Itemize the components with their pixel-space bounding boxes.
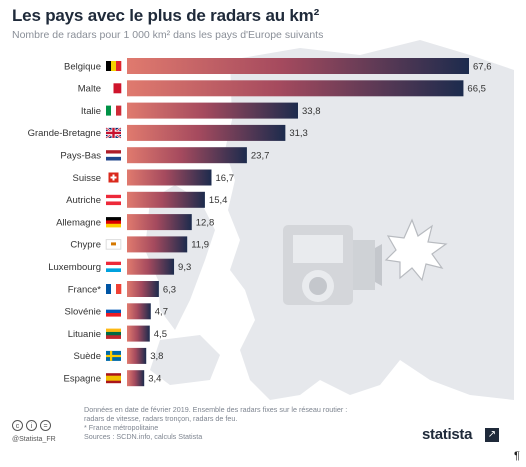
bar-12	[127, 325, 150, 342]
bar-6	[127, 191, 205, 208]
pilcrow-mark: ¶	[514, 450, 520, 462]
cc-icon: c	[12, 420, 23, 431]
category-label: Chypre	[70, 240, 101, 251]
bar-5	[127, 169, 212, 186]
value-label: 11,9	[191, 240, 209, 251]
category-label: Belgique	[64, 61, 101, 72]
value-label: 16,7	[215, 173, 234, 184]
footnote-line: * France métropolitaine	[84, 423, 159, 432]
value-label: 31,3	[289, 128, 308, 139]
category-label: Autriche	[66, 195, 101, 206]
statista-arrow-icon: ↗	[485, 428, 499, 442]
value-label: 12,8	[196, 217, 215, 228]
flag-germany-icon	[106, 217, 121, 228]
bar-2	[127, 102, 298, 119]
value-label: 33,8	[302, 106, 321, 117]
flag-malta-icon	[106, 83, 122, 94]
value-label: 3,4	[148, 374, 161, 385]
category-label: Grande-Bretagne	[28, 128, 101, 139]
flag-netherlands-icon	[106, 150, 121, 161]
nd-icon: =	[40, 420, 51, 431]
infographic-frame: Belgique 67,6 Malte 66,5 Italie 33,8 Grande-Br…	[12, 6, 514, 443]
chart-title: Les pays avec le plus de radars au km²	[12, 6, 320, 25]
category-label: Malte	[78, 84, 101, 95]
flag-spain-icon	[106, 373, 121, 384]
flag-cyprus-icon	[105, 239, 122, 250]
bar-14	[127, 370, 145, 387]
category-label: Lituanie	[68, 329, 101, 340]
value-label: 9,3	[178, 262, 191, 273]
flash-burst-icon	[384, 218, 448, 282]
footnotes: Données en date de février 2019. Ensembl…	[84, 405, 414, 441]
flag-austria-icon	[106, 194, 121, 206]
bar-4	[127, 147, 247, 164]
bar-13	[127, 347, 147, 364]
category-label: Espagne	[63, 374, 101, 385]
category-label: France*	[68, 284, 102, 295]
by-icon: i	[26, 420, 37, 431]
bar-7	[127, 214, 192, 231]
bar-3	[127, 124, 286, 141]
source-line: Sources : SCDN.info, calculs Statista	[84, 432, 203, 441]
flag-slovenia-icon	[106, 306, 121, 317]
category-label: Suisse	[72, 173, 101, 184]
twitter-handle: @Statista_FR	[12, 436, 56, 443]
flag-uk-icon	[105, 126, 122, 139]
flag-france-icon	[106, 284, 122, 294]
category-label: Slovénie	[65, 307, 101, 318]
value-label: 23,7	[251, 151, 270, 162]
bar-1	[127, 80, 464, 97]
license-icons: c i =	[12, 420, 51, 431]
flag-italy-icon	[106, 105, 122, 116]
value-label: 4,7	[155, 307, 168, 318]
category-label: Pays-Bas	[60, 151, 101, 162]
category-label: Suède	[74, 351, 101, 362]
bar-8	[127, 236, 188, 253]
statista-logo: statista	[422, 426, 473, 443]
bars-layer: Belgique 67,6 Malte 66,5 Italie 33,8 Grande-Br…	[28, 58, 492, 387]
value-label: 4,5	[154, 329, 167, 340]
value-label: 6,3	[163, 284, 176, 295]
bar-10	[127, 281, 159, 297]
bar-11	[127, 303, 151, 320]
flag-luxembourg-icon	[106, 261, 121, 272]
category-label: Italie	[81, 106, 101, 117]
chart-subtitle: Nombre de radars pour 1 000 km² dans les…	[12, 29, 324, 41]
value-label: 67,6	[473, 61, 492, 72]
value-label: 66,5	[467, 84, 486, 95]
flag-sweden-icon	[106, 350, 121, 361]
value-label: 15,4	[209, 195, 228, 206]
category-label: Luxembourg	[48, 262, 101, 273]
chart-area: Belgique 67,6 Malte 66,5 Italie 33,8 Grande-Br…	[28, 40, 514, 400]
footnote-line: Données en date de février 2019. Ensembl…	[84, 405, 348, 414]
flag-switzerland-icon	[108, 172, 119, 183]
flag-lithuania-icon	[106, 328, 121, 339]
value-label: 3,8	[150, 351, 163, 362]
category-label: Allemagne	[56, 217, 101, 228]
bar-0	[127, 58, 469, 74]
flag-belgium-icon	[106, 61, 122, 71]
footnote-line: radars de vitesse, radars tronçon, radar…	[84, 414, 238, 423]
bar-9	[127, 258, 175, 275]
speed-camera-icon	[283, 218, 448, 305]
